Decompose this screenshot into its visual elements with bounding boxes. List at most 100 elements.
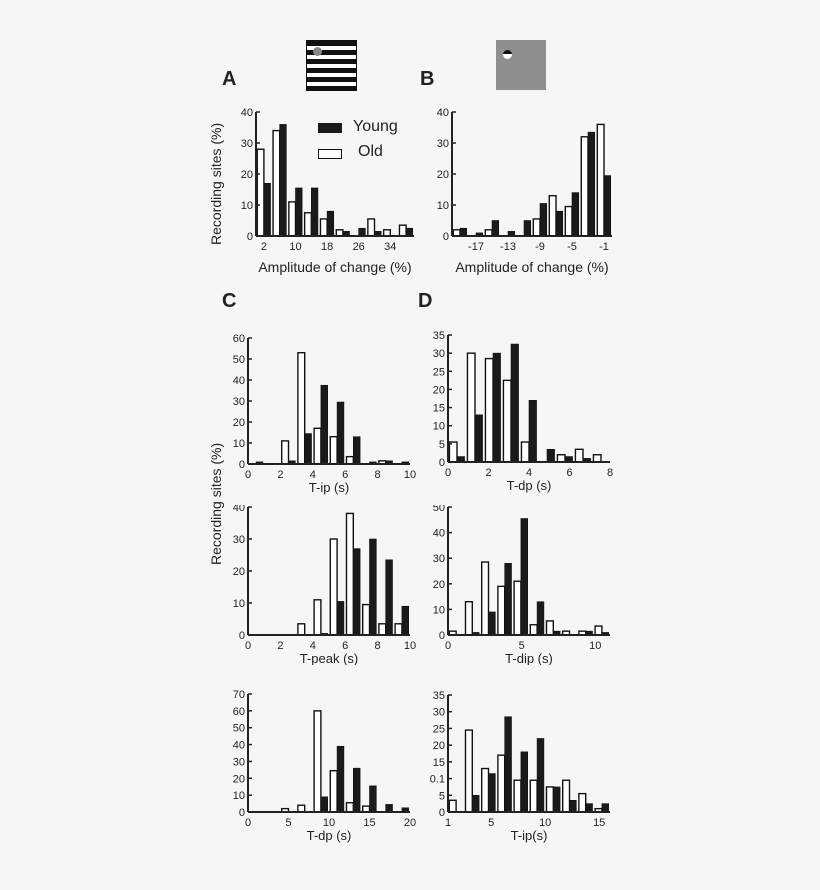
y-tick-label: 15 [433, 403, 445, 415]
y-tick-label: 30 [433, 553, 445, 565]
x-axis-label: T-ip(s) [511, 828, 548, 843]
bar-old [502, 379, 512, 463]
bar-old [548, 194, 557, 237]
bar-young [536, 738, 545, 813]
x-tick-label: 2 [277, 640, 283, 652]
y-tick-label: 0 [439, 807, 445, 819]
x-tick-label: 6 [342, 469, 348, 481]
y-tick-label: 10 [433, 421, 445, 433]
bar-young [474, 414, 483, 463]
y-tick-label: 20 [233, 417, 245, 429]
bar-young [536, 601, 545, 636]
bar-old [345, 455, 355, 465]
x-tick-label: 8 [375, 640, 381, 652]
legend: Young Old [318, 118, 418, 168]
x-tick-label: 15 [593, 817, 605, 829]
bar-old [361, 603, 371, 636]
bar-old [464, 729, 473, 813]
y-tick-label: 60 [233, 706, 245, 718]
bar-old [532, 218, 541, 237]
y-tick-label: 40 [233, 740, 245, 752]
y-tick-label: 40 [437, 107, 449, 119]
bar-old [497, 585, 506, 636]
bar-young [492, 352, 501, 463]
bar-young [488, 611, 496, 636]
bar-young [369, 785, 377, 813]
y-tick-label: 10 [233, 438, 245, 450]
x-tick-label: 26 [353, 241, 365, 253]
bar-old [564, 205, 573, 237]
y-tick-label: 20 [433, 579, 445, 591]
y-tick-label: 50 [233, 354, 245, 366]
bar-young [555, 210, 564, 237]
panel-label-c: C [222, 290, 237, 312]
bar-young [585, 803, 593, 813]
stimulus-gray-field-icon [496, 40, 546, 90]
bar-old [297, 623, 306, 636]
bar-young [336, 601, 345, 636]
bar-young [459, 227, 468, 237]
bar-young [504, 716, 512, 813]
x-tick-label: 10 [539, 817, 551, 829]
bar-old [367, 218, 376, 237]
bar-young [353, 767, 361, 813]
x-tick-label: 0 [245, 469, 251, 481]
bar-old [520, 441, 530, 463]
y-tick-label: 0 [239, 630, 245, 642]
bar-old [313, 599, 322, 636]
bar-young [405, 227, 414, 237]
y-tick-label: 15 [433, 757, 445, 769]
bar-old [329, 769, 338, 813]
bar-young [369, 538, 377, 636]
x-tick-label: 1 [445, 817, 451, 829]
histogram-d-t-dp: 0 5 10 15 20 25 30 35 0 2 4 6 8 T-dp (s) [433, 330, 613, 493]
x-tick-label: 0 [445, 467, 451, 479]
bar-old [297, 804, 306, 813]
x-tick-label: -9 [535, 241, 545, 253]
bar-young [603, 175, 612, 237]
x-tick-label: 2 [277, 469, 283, 481]
bar-old [497, 754, 506, 813]
x-tick-label: 2 [485, 467, 491, 479]
y-tick-label: 30 [437, 138, 449, 150]
bar-old [329, 538, 338, 636]
bar-young [320, 384, 329, 465]
bar-young [510, 343, 519, 463]
y-tick-label: 10 [233, 598, 245, 610]
legend-label-old: Old [358, 143, 383, 160]
y-tick-label: 35 [433, 690, 445, 702]
x-tick-label: 18 [321, 241, 333, 253]
bar-young [358, 227, 366, 237]
x-axis-label: T-ip (s) [309, 480, 349, 495]
y-tick-label: 0 [443, 231, 449, 243]
half-black-dot-icon [503, 50, 512, 59]
x-tick-label: -13 [500, 241, 516, 253]
legend-label-young: Young [353, 118, 398, 135]
x-tick-label: -17 [468, 241, 484, 253]
y-tick-label: 70 [233, 689, 245, 701]
y-tick-label: 30 [233, 534, 245, 546]
bar-old [574, 448, 584, 463]
bar-old [466, 352, 476, 463]
y-tick-label: 5 [439, 439, 445, 451]
x-tick-label: 4 [310, 640, 316, 652]
bar-young [488, 773, 496, 813]
bar-old [561, 779, 571, 813]
bar-young [553, 786, 561, 813]
y-tick-label: 10 [241, 200, 253, 212]
histogram-d-t-dip: 0 10 20 30 40 50 0 5 10 T-dip (s) [433, 505, 610, 665]
bar-old [256, 148, 265, 237]
x-tick-label: 4 [526, 467, 532, 479]
y-tick-label: 10 [433, 604, 445, 616]
y-tick-label: 40 [241, 107, 253, 119]
bar-young [471, 794, 480, 813]
bar-old [313, 710, 322, 813]
bar-young [587, 131, 596, 237]
panel-label-d: D [418, 290, 433, 312]
x-axis-label: T-peak (s) [300, 651, 359, 665]
x-tick-label: 0 [445, 640, 451, 652]
bar-young [523, 220, 532, 237]
bar-young [528, 400, 537, 463]
bar-old [398, 224, 407, 237]
histogram-c-t-peak: 0 10 20 30 40 0 2 4 6 8 10 T-peak (s) [233, 505, 416, 665]
